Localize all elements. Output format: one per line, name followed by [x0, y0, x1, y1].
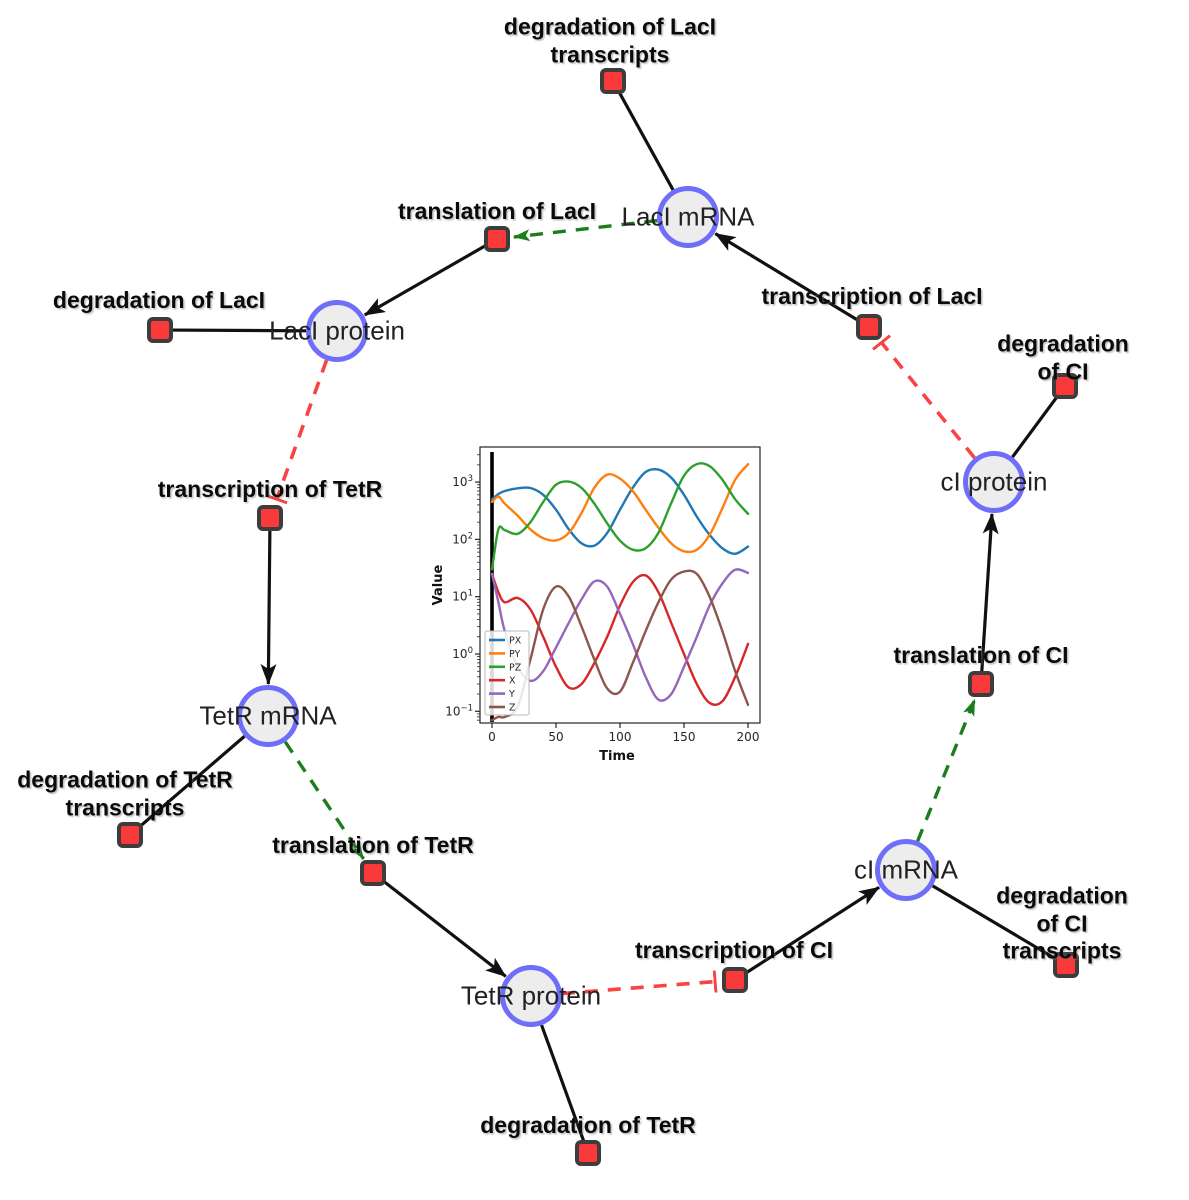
legend-entry-PZ: PZ: [509, 662, 522, 673]
reaction-node-translation-tetr[interactable]: [360, 860, 386, 886]
series-PX: [490, 467, 750, 556]
edge-inhibition-ci-protein-to-transcription-laci: [872, 334, 976, 459]
y-tick-label: 100: [452, 646, 473, 661]
x-tick-label: 100: [609, 730, 632, 744]
edge-consumption-ci-mrna-to-deg-ci-transcripts: [931, 884, 1057, 961]
species-node-tetr-protein[interactable]: [500, 965, 562, 1027]
edge-inhibition-tetr-protein-to-transcription-ci: [561, 970, 718, 996]
edge-consumption-ci-protein-to-deg-ci: [1011, 394, 1060, 459]
reaction-node-transcription-ci[interactable]: [722, 967, 748, 993]
y-tick-label: 102: [452, 531, 473, 546]
edge-production-translation-tetr-to-tetr-protein: [381, 879, 507, 978]
series-PZ: [490, 462, 750, 571]
edge-production-transcription-laci-to-laci-mrna: [714, 232, 860, 323]
x-axis-label: Time: [599, 749, 635, 764]
legend-box: [484, 630, 530, 716]
reaction-node-transcription-laci[interactable]: [856, 314, 882, 340]
edge-catalysis-laci-mrna-to-translation-laci: [512, 218, 658, 242]
species-node-laci-protein[interactable]: [306, 300, 368, 362]
reaction-node-deg-ci-transcripts[interactable]: [1053, 952, 1079, 978]
y-tick-label: 10−1: [445, 703, 473, 718]
x-tick-label: 50: [548, 730, 563, 744]
reaction-node-translation-ci[interactable]: [968, 671, 994, 697]
reaction-node-deg-tetr-transcripts[interactable]: [117, 822, 143, 848]
x-tick-label: 200: [737, 730, 760, 744]
y-tick-label: 103: [452, 474, 473, 489]
legend-entry-X: X: [509, 676, 516, 687]
reaction-node-transcription-tetr[interactable]: [257, 505, 283, 531]
legend-entry-Z: Z: [509, 703, 516, 714]
reaction-node-deg-ci[interactable]: [1052, 373, 1078, 399]
edge-production-transcription-tetr-to-tetr-mrna: [260, 529, 277, 686]
edge-consumption-laci-protein-to-deg-laci: [171, 328, 307, 333]
y-tick-label: 101: [452, 589, 473, 604]
edge-production-translation-ci-to-ci-protein: [980, 512, 999, 673]
edge-production-transcription-ci-to-ci-mrna: [744, 885, 880, 975]
series-X: [490, 572, 750, 706]
species-node-tetr-mrna[interactable]: [237, 685, 299, 747]
x-tick-label: 0: [488, 730, 496, 744]
species-node-laci-mrna[interactable]: [657, 186, 719, 248]
x-tick-label: 150: [673, 730, 696, 744]
species-node-ci-mrna[interactable]: [875, 839, 937, 901]
reaction-node-translation-laci[interactable]: [484, 226, 510, 252]
reaction-node-deg-tetr[interactable]: [575, 1140, 601, 1166]
edge-consumption-tetr-mrna-to-deg-tetr-transcripts: [138, 735, 246, 829]
y-axis-label: Value: [431, 564, 446, 605]
legend-entry-Y: Y: [508, 689, 515, 700]
legend-entry-PY: PY: [509, 649, 521, 660]
edge-catalysis-ci-mrna-to-translation-ci: [916, 698, 977, 842]
legend-entry-PX: PX: [509, 636, 522, 647]
edge-catalysis-tetr-mrna-to-translation-tetr: [283, 740, 365, 860]
edge-production-translation-laci-to-laci-protein: [363, 243, 488, 317]
reaction-node-deg-laci-transcripts[interactable]: [600, 68, 626, 94]
simulation-plot: 103 102 101 100 10−1 0 50 100 150 200 Time Value PX P…: [431, 446, 761, 764]
reaction-node-deg-laci[interactable]: [147, 317, 173, 343]
edge-consumption-tetr-protein-to-deg-tetr: [540, 1024, 586, 1143]
species-node-ci-protein[interactable]: [963, 451, 1025, 513]
edge-consumption-laci-mrna-to-deg-laci-transcripts: [617, 90, 675, 191]
series-PY: [490, 463, 750, 554]
edge-inhibition-laci-protein-to-transcription-tetr: [265, 359, 329, 505]
